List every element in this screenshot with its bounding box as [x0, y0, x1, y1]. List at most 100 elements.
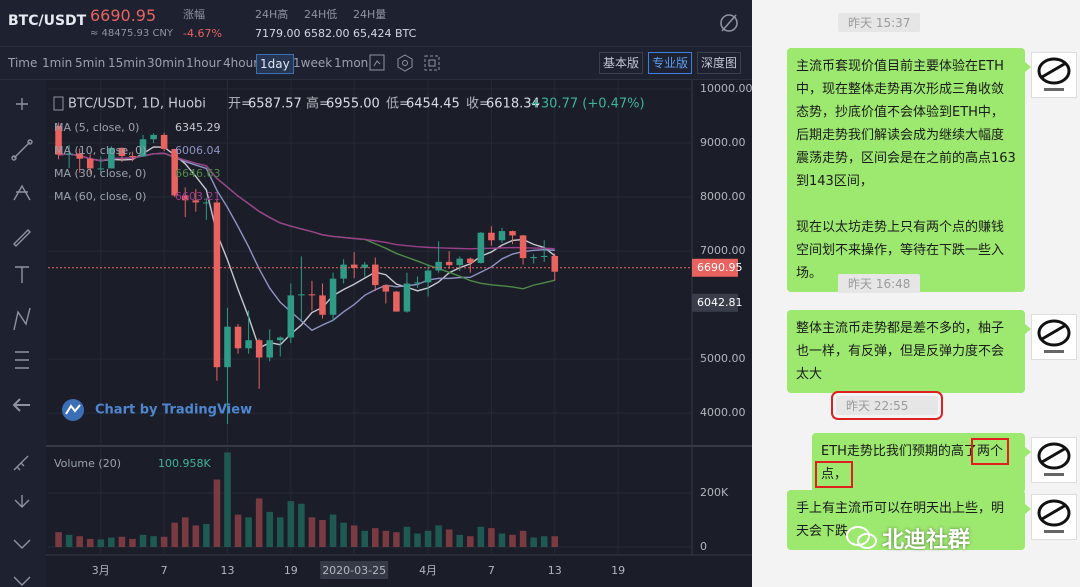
x-tick-label: 3月 [92, 564, 110, 577]
candle-body [192, 200, 200, 203]
volume-bar [551, 536, 559, 548]
ohlc-label: 低= [386, 97, 410, 112]
timeframe-button[interactable]: 4hour [223, 56, 259, 70]
legend-icon [53, 96, 64, 111]
volume-bar [361, 530, 368, 548]
volume-tick-label: 0 [700, 540, 707, 553]
chat-panel: 昨天 15:37 主流币套现价值目前主要体验在ETH中，现在整体走势再次形成三角收… [752, 0, 1080, 587]
candle-body [118, 147, 126, 157]
candle-body [213, 202, 221, 368]
timeframe-button[interactable]: 1mon [334, 56, 369, 70]
message-text: 两个点， [815, 438, 1009, 488]
candle-body [530, 257, 537, 259]
volume-bar [329, 514, 337, 548]
ohlc-value: 6955.00 [326, 97, 380, 112]
price-tag-label: 6042.81 [697, 296, 743, 309]
avatar-logo [1037, 319, 1071, 353]
x-tick-label: 4月 [419, 564, 437, 577]
volume-bar [118, 536, 126, 548]
trading-panel: BTC/USDT 6690.95 ≈ 48475.93 CNY 涨幅 -4.67%… [0, 0, 752, 587]
volume-bar [224, 452, 231, 548]
indicator-value: 6006.04 [175, 144, 221, 157]
candle-body [477, 232, 485, 263]
timeframe-button[interactable]: Time [8, 56, 38, 70]
paragraph-gap [796, 193, 1016, 216]
avatar [1031, 437, 1077, 483]
indicator-value: 6646.63 [175, 167, 221, 180]
stat-label: 涨幅 [183, 8, 205, 21]
timeframe-button[interactable]: 15min [108, 56, 146, 70]
volume-bar [350, 525, 358, 548]
volume-bar [530, 537, 537, 548]
volume-bar [139, 534, 147, 548]
x-tick-label: 13 [548, 564, 562, 577]
candle-body [382, 285, 390, 292]
volume-bar [171, 522, 178, 548]
message-bubble: 手上有主流币可以在明天出上些，明天会下跌 [787, 490, 1031, 550]
indicator-value: 6603.21 [175, 190, 221, 203]
message-bubble: 主流币套现价值目前主要体验在ETH中，现在整体走势再次形成三角收敛态势，抄底价值… [787, 48, 1031, 292]
x-tick-label: 19 [611, 564, 625, 577]
volume-bar [393, 532, 400, 548]
y-tick-label: 5000.00 [700, 352, 746, 365]
volume-bar [298, 503, 305, 548]
ohlc-label: 开= [228, 97, 252, 112]
candle-body [350, 264, 358, 268]
drawing-tools[interactable] [11, 98, 33, 586]
cny-price: ≈ 48475.93 CNY [90, 28, 174, 39]
ohlc-value: 6454.45 [406, 97, 460, 112]
tool-icons[interactable] [368, 53, 448, 73]
stat-value: -4.67% [183, 27, 222, 40]
candle-body [150, 134, 157, 140]
timeframe-button[interactable]: 30min [147, 56, 185, 70]
candle-body [245, 340, 252, 349]
timeframe-button[interactable]: 1min [42, 56, 73, 70]
candle-body [160, 134, 168, 149]
wechat-icon [846, 526, 877, 549]
timeframe-button[interactable]: 5min [75, 56, 106, 70]
ohlc-label: 高= [306, 96, 330, 112]
volume-bar [435, 525, 442, 548]
candle-body [540, 255, 548, 258]
indicator-name: MA (5, close, 0) [54, 121, 139, 134]
volume-bar [55, 532, 62, 548]
volume-bar [488, 528, 495, 548]
candle-body [234, 326, 242, 349]
timeframe-button[interactable]: 1day [256, 54, 294, 74]
candle-body [287, 295, 295, 338]
volume-bar [276, 517, 284, 548]
candle-body [55, 126, 62, 155]
avatar-logo [1037, 499, 1071, 533]
price-tag [692, 293, 738, 312]
candle-body [65, 153, 73, 155]
chart: 3月 7 13 19 2020-03-25 4月 7 13 19 10000.00 9000.00 8… [0, 80, 752, 587]
settings-icon[interactable] [718, 12, 740, 34]
indicator-name: MA (30, close, 0) [54, 167, 146, 180]
volume-bar [97, 539, 105, 548]
candle-body [76, 153, 83, 159]
message-text: 整体主流币走势都是差不多的，柚子也一样，有反弹，但是反弹力度不会太大 [796, 321, 1005, 382]
volume-bar [108, 537, 115, 548]
volume-bar [540, 536, 548, 548]
volume-bar [519, 530, 527, 548]
crosshair-date-box [320, 561, 389, 579]
version-button[interactable]: 基本版 [599, 52, 643, 74]
x-tick-label: 13 [220, 564, 234, 577]
stat-label: 24H量 [353, 8, 387, 21]
stat-value: 6582.00 [304, 27, 350, 40]
volume-bar [129, 538, 136, 548]
version-button[interactable]: 专业版 [648, 52, 692, 74]
candle-body [203, 202, 210, 204]
version-button[interactable]: 深度图 [697, 52, 741, 74]
candle-body [519, 235, 527, 259]
avatar [1031, 494, 1077, 540]
timeframe-button[interactable]: 1hour [186, 56, 222, 70]
drawing-toolbar [0, 80, 46, 587]
volume-bar [498, 533, 506, 548]
ohlc-value: 6618.34 [486, 97, 540, 112]
timeframe-button[interactable]: 1week [293, 56, 333, 70]
candle-body [308, 294, 316, 296]
timestamp: 昨天 15:37 [838, 13, 921, 32]
volume-bar [477, 526, 485, 548]
